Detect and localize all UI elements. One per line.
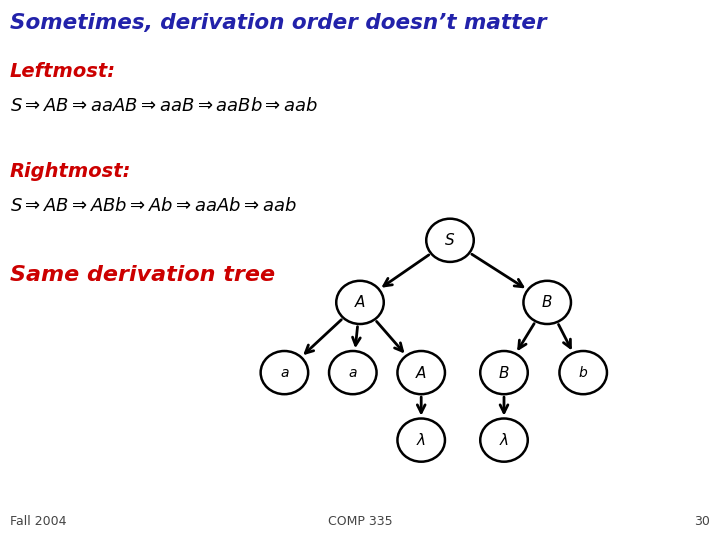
Text: $\lambda$: $\lambda$ [416, 432, 426, 448]
Text: Sometimes, derivation order doesn’t matter: Sometimes, derivation order doesn’t matt… [10, 14, 546, 33]
Text: $\mathit{A}$: $\mathit{A}$ [354, 294, 366, 310]
Ellipse shape [336, 281, 384, 324]
Text: 30: 30 [694, 515, 710, 528]
Ellipse shape [397, 351, 445, 394]
Text: Rightmost:: Rightmost: [10, 162, 132, 181]
Text: $\mathit{A}$: $\mathit{A}$ [415, 364, 427, 381]
Ellipse shape [480, 351, 528, 394]
Ellipse shape [426, 219, 474, 262]
Text: COMP 335: COMP 335 [328, 515, 392, 528]
Text: $\mathit{S}$: $\mathit{S}$ [444, 232, 456, 248]
Text: $\mathit{B}$: $\mathit{B}$ [498, 364, 510, 381]
Ellipse shape [329, 351, 377, 394]
Ellipse shape [559, 351, 607, 394]
Ellipse shape [397, 418, 445, 462]
Ellipse shape [480, 418, 528, 462]
Text: $S \Rightarrow AB \Rightarrow ABb \Rightarrow Ab \Rightarrow aaAb \Rightarrow aa: $S \Rightarrow AB \Rightarrow ABb \Right… [10, 197, 297, 215]
Text: Fall 2004: Fall 2004 [10, 515, 66, 528]
Ellipse shape [523, 281, 571, 324]
Text: $\mathit{a}$: $\mathit{a}$ [348, 366, 358, 380]
Text: Same derivation tree: Same derivation tree [10, 265, 275, 285]
Text: $\mathit{a}$: $\mathit{a}$ [279, 366, 289, 380]
Text: $\mathit{B}$: $\mathit{B}$ [541, 294, 553, 310]
Text: $\lambda$: $\lambda$ [499, 432, 509, 448]
Text: $S \Rightarrow AB \Rightarrow aaAB \Rightarrow aaB \Rightarrow aaBb \Rightarrow : $S \Rightarrow AB \Rightarrow aaAB \Righ… [10, 97, 318, 115]
Ellipse shape [261, 351, 308, 394]
Text: Leftmost:: Leftmost: [10, 62, 116, 81]
Text: $\mathit{b}$: $\mathit{b}$ [578, 365, 588, 380]
